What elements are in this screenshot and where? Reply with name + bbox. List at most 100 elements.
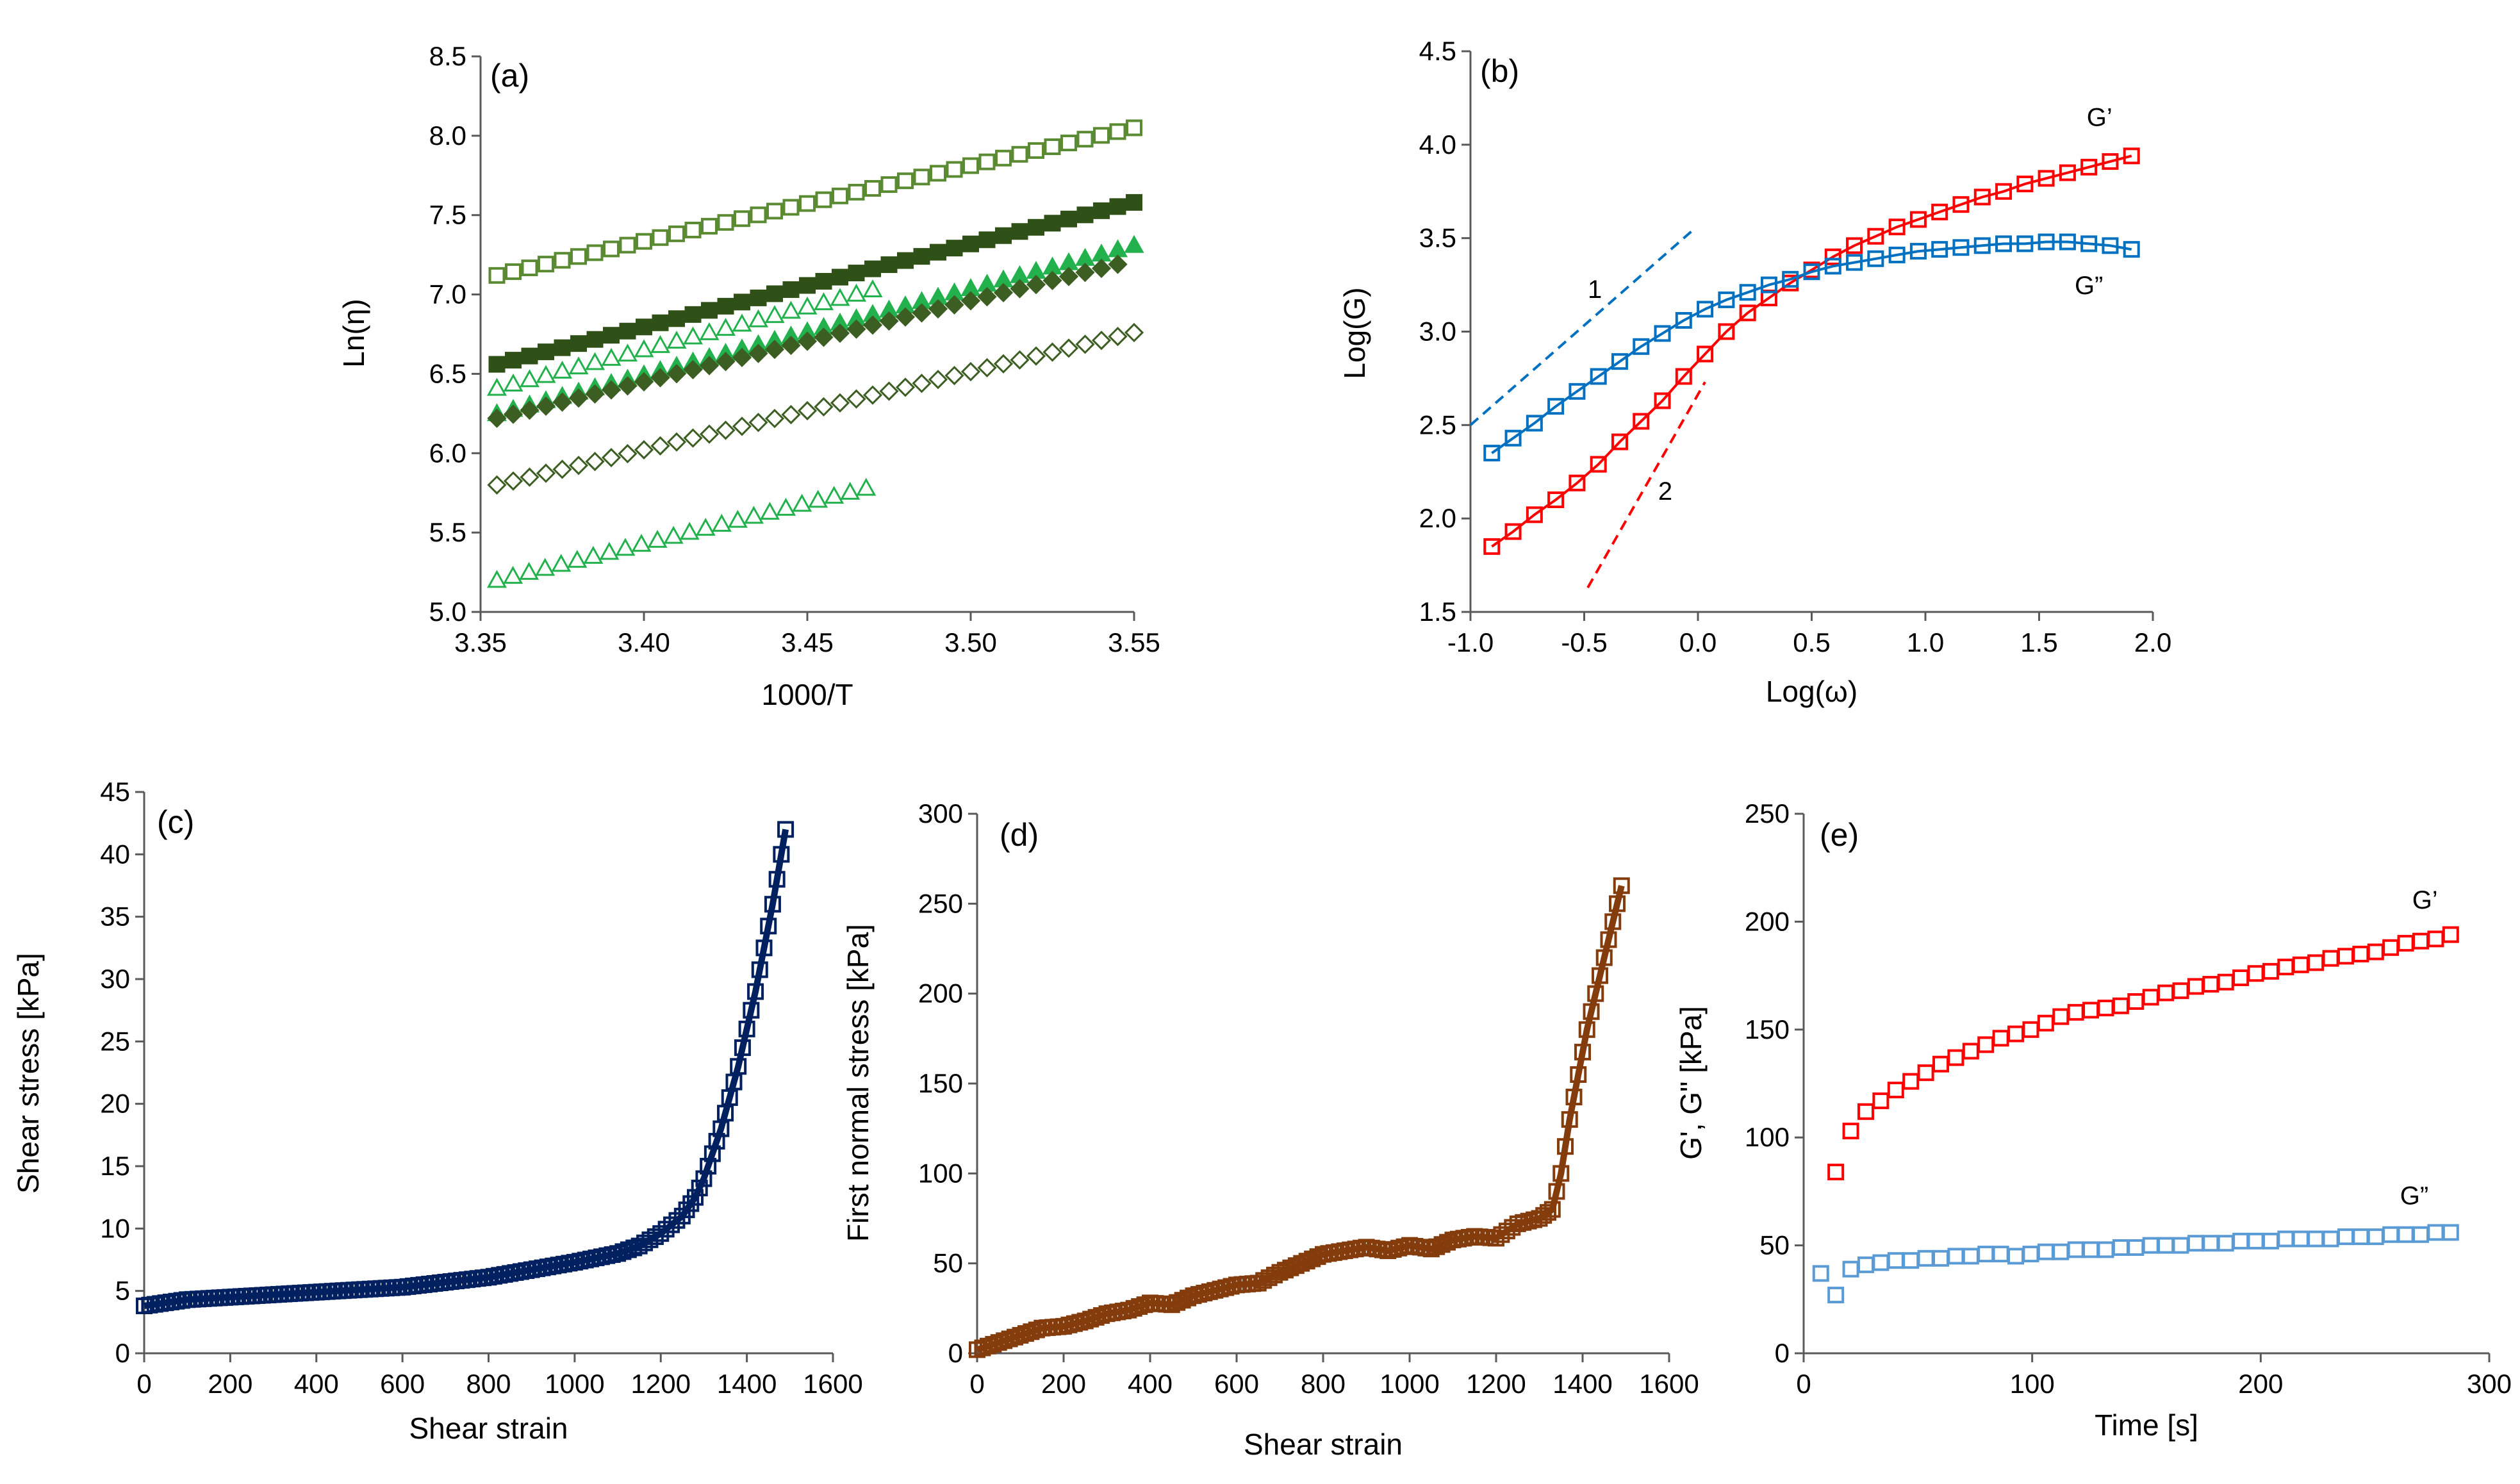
series-2: [486, 279, 883, 396]
data-point: [2322, 950, 2339, 967]
data-point: [691, 1180, 708, 1197]
data-point: [1827, 1287, 1845, 1304]
y-axis-label: Shear stress [kPa]: [12, 953, 45, 1194]
series-0: [136, 821, 795, 1315]
data-point: [930, 243, 946, 261]
data-point: [1952, 196, 1970, 213]
y-tick-label: 6.0: [429, 438, 466, 468]
data-point: [1947, 1049, 1964, 1066]
data-point: [652, 1225, 670, 1242]
y-tick-label: 10: [100, 1213, 130, 1243]
x-tick-label: 1000: [1379, 1369, 1439, 1399]
data-point: [1298, 1253, 1315, 1270]
data-point: [684, 306, 702, 323]
slope-guide-line: [1586, 381, 1706, 589]
data-point: [2247, 1232, 2264, 1249]
data-point: [503, 471, 523, 491]
data-point: [977, 286, 997, 307]
data-point: [974, 1339, 991, 1356]
data-point: [538, 256, 554, 273]
chart-panel-1: -1.0 -0.5 0.0 0.5 1.0 1.5 2.0 1.5 2.0 2.5 3.0 3.5 4.…: [1338, 36, 2171, 708]
data-point: [1947, 1248, 1964, 1265]
data-point: [862, 279, 883, 298]
data-point: [2097, 1241, 2114, 1258]
data-point: [747, 983, 764, 1000]
data-point: [2037, 1014, 2054, 1032]
data-point: [2217, 1235, 2234, 1252]
data-point: [995, 227, 1012, 244]
data-point: [760, 918, 777, 935]
data-point: [1276, 1262, 1294, 1279]
series-0: [969, 877, 1630, 1358]
data-point: [1028, 1321, 1045, 1339]
data-point: [2352, 945, 2369, 962]
data-point: [2142, 989, 2159, 1006]
data-point: [615, 538, 636, 556]
data-point: [652, 229, 669, 246]
data-point: [700, 1158, 717, 1175]
y-tick-label: 300: [918, 798, 963, 829]
data-point: [1026, 275, 1046, 295]
data-point: [1547, 491, 1565, 508]
data-point: [1217, 1279, 1235, 1296]
x-tick-label: 800: [1301, 1369, 1346, 1399]
data-point: [614, 1243, 632, 1260]
data-point: [1931, 203, 1948, 220]
data-point: [993, 354, 1014, 374]
data-point: [520, 400, 539, 420]
data-point: [2277, 1230, 2294, 1248]
y-axis-label: Ln(η): [337, 299, 370, 367]
data-point: [2337, 948, 2354, 965]
data-point: [1739, 284, 1756, 301]
data-point: [617, 343, 638, 362]
data-point: [2412, 932, 2429, 950]
data-point: [1977, 1246, 1995, 1263]
data-point: [570, 248, 587, 265]
data-point: [487, 408, 507, 428]
data-point: [782, 281, 800, 298]
data-point: [487, 475, 507, 495]
data-point: [2112, 1239, 2129, 1256]
data-point: [519, 561, 539, 580]
data-point: [1044, 215, 1061, 232]
slope-guide-label: 1: [1588, 276, 1602, 304]
data-point: [2202, 976, 2219, 993]
y-tick-label: 0: [115, 1338, 130, 1368]
data-point: [1174, 1292, 1191, 1309]
data-point: [768, 871, 786, 888]
data-point: [1547, 398, 1565, 415]
panel-label: (d): [1000, 817, 1039, 853]
data-point: [944, 295, 964, 315]
data-point: [538, 343, 554, 361]
data-point: [620, 1241, 637, 1258]
data-point: [603, 240, 620, 258]
y-tick-label: 5.0: [429, 597, 466, 627]
data-point: [2172, 982, 2189, 1000]
data-point: [634, 440, 654, 460]
x-tick-label: 3.55: [1108, 627, 1160, 657]
data-point: [657, 1221, 675, 1238]
x-tick-label: 600: [380, 1369, 425, 1399]
data-point: [1379, 1242, 1397, 1260]
x-tick-label: 200: [2238, 1369, 2283, 1399]
data-point: [536, 365, 556, 383]
data-point: [2022, 1246, 2039, 1263]
data-point: [695, 518, 716, 536]
data-point: [781, 335, 801, 356]
x-axis-label: Shear strain: [409, 1412, 568, 1445]
panel-label: (a): [490, 58, 529, 94]
data-point: [1992, 1246, 2009, 1263]
data-point: [814, 327, 834, 347]
data-point: [993, 283, 1014, 302]
data-point: [583, 545, 604, 564]
data-point: [1180, 1289, 1197, 1307]
data-point: [848, 183, 865, 201]
y-tick-label: 100: [918, 1158, 963, 1188]
data-point: [1611, 353, 1628, 370]
data-point: [2352, 1228, 2369, 1246]
data-point: [1977, 1036, 1995, 1053]
data-point: [962, 157, 979, 174]
y-tick-label: 8.5: [429, 41, 466, 71]
data-point: [1001, 1330, 1018, 1348]
data-point: [1093, 202, 1110, 219]
